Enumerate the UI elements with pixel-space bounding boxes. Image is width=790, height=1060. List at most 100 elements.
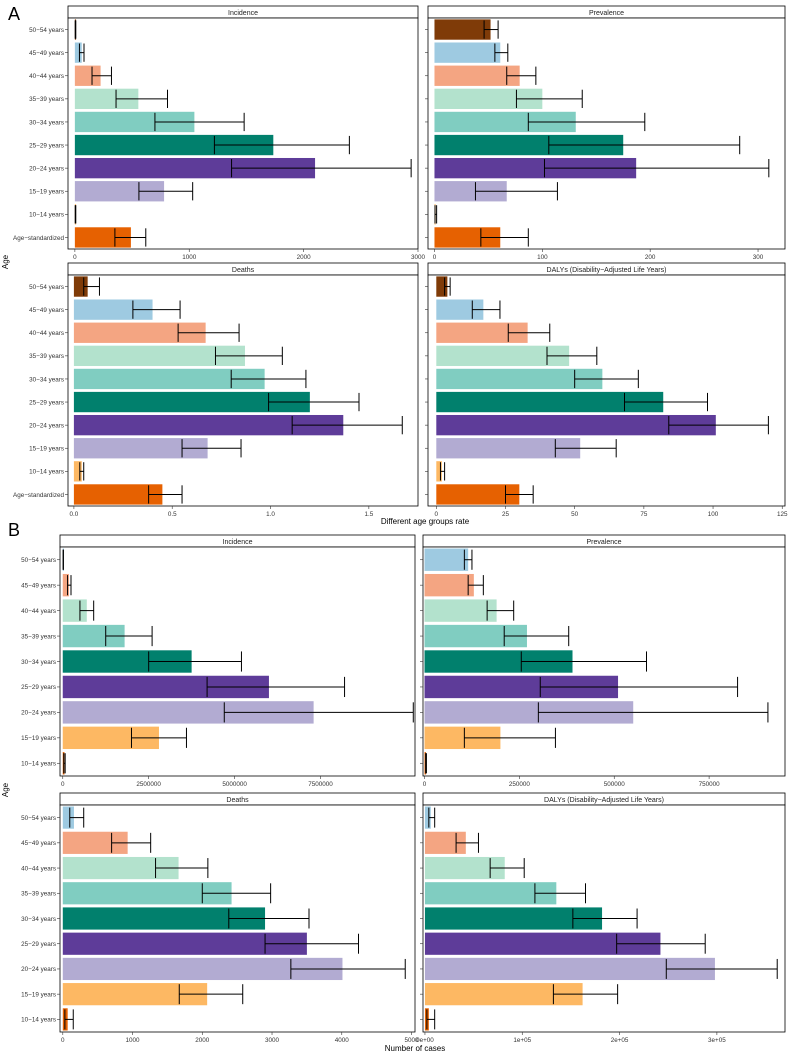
y-tick-label: 40−44 years bbox=[21, 865, 56, 872]
bar-20-24-years bbox=[74, 157, 316, 179]
x-tick-label: 1.5 bbox=[364, 511, 373, 518]
bar-20-24-years bbox=[73, 414, 344, 436]
y-tick-label: 20−24 years bbox=[29, 165, 64, 172]
y-tick-label: 15−19 years bbox=[21, 735, 56, 742]
x-tick-label: 0 bbox=[435, 511, 439, 518]
bar-age-standardized bbox=[436, 484, 520, 505]
x-tick-label: 1000 bbox=[126, 1037, 141, 1044]
y-tick-label: 35−39 years bbox=[29, 96, 64, 103]
bar-35-39-years bbox=[62, 882, 232, 905]
bar-age-standardized bbox=[74, 227, 131, 248]
y-tick-label: 30−34 years bbox=[21, 659, 56, 666]
x-tick-label: 2e+05 bbox=[611, 1037, 629, 1044]
bar-40-44-years bbox=[62, 856, 179, 880]
chart-b-deaths: Deaths 50−54 years 45−49 years 40−44 years 3… bbox=[21, 792, 419, 1044]
bar-40-44-years bbox=[74, 65, 101, 86]
bar-25-29-years bbox=[424, 932, 661, 955]
bar-10-14-years bbox=[436, 461, 442, 482]
chart-b-prevalence: Prevalence 0 250000 500000 750000 bbox=[420, 534, 786, 788]
panel-b-ylabel: Age bbox=[1, 782, 10, 797]
bar-45-49-years bbox=[424, 573, 474, 597]
bar-15-19-years bbox=[436, 438, 581, 459]
y-tick-label: 40−44 years bbox=[29, 330, 64, 337]
panel-box bbox=[427, 274, 786, 507]
bar-age-standardized bbox=[434, 227, 501, 248]
y-tick-label: 50−54 years bbox=[29, 27, 64, 34]
x-tick-label: 0.5 bbox=[168, 511, 177, 518]
bar-35-39-years bbox=[424, 624, 527, 648]
bar-10-14-years bbox=[73, 461, 82, 482]
y-tick-label: 30−34 years bbox=[21, 916, 56, 923]
bar-30-34-years bbox=[424, 907, 603, 930]
panel-a-xlabel: Different age groups rate bbox=[381, 517, 470, 526]
bar-25-29-years bbox=[62, 675, 269, 699]
bar-40-44-years bbox=[436, 322, 528, 343]
y-tick-label: Age−standardized bbox=[13, 235, 64, 242]
bar-30-34-years bbox=[62, 650, 192, 673]
bar-25-29-years bbox=[62, 932, 307, 955]
y-tick-label: 35−39 years bbox=[21, 891, 56, 898]
bar-35-39-years bbox=[74, 88, 139, 110]
bar-35-39-years bbox=[436, 345, 570, 367]
bar-20-24-years bbox=[424, 701, 634, 724]
y-tick-label: 40−44 years bbox=[21, 608, 56, 615]
x-tick-label: 2000 bbox=[195, 1037, 210, 1044]
bar-30-34-years bbox=[74, 111, 195, 133]
y-tick-label: 50−54 years bbox=[21, 557, 56, 564]
y-tick-label: Age−standardized bbox=[13, 492, 64, 499]
bar-30-34-years bbox=[73, 368, 265, 390]
facet-title: Prevalence bbox=[586, 539, 621, 546]
plot-area: Incidence 50−54 years 45−49 years 40−44 yea… bbox=[13, 5, 788, 1044]
bar-15-19-years bbox=[424, 726, 501, 750]
bar-age-standardized bbox=[73, 484, 163, 505]
panel-box bbox=[67, 17, 419, 250]
bar-45-49-years bbox=[62, 573, 69, 597]
x-tick-label: 3000 bbox=[411, 254, 426, 261]
x-tick-label: 3e+05 bbox=[708, 1037, 726, 1044]
x-tick-label: 2500000 bbox=[136, 781, 161, 788]
chart-a-prevalence: Prevalence 0 100 200 300 bbox=[425, 5, 786, 261]
x-tick-label: 4000 bbox=[335, 1037, 350, 1044]
y-tick-label: 35−39 years bbox=[21, 633, 56, 640]
bar-20-24-years bbox=[62, 701, 314, 724]
x-tick-label: 5000000 bbox=[222, 781, 247, 788]
chart-a-dalys-disability-adj: DALYs (Disability−Adjusted Life Years) 0 2… bbox=[425, 262, 788, 518]
bar-40-44-years bbox=[434, 65, 520, 86]
bar-35-39-years bbox=[424, 882, 557, 905]
y-tick-label: 10−14 years bbox=[21, 761, 56, 768]
panel-a-ylabel: Age bbox=[1, 254, 10, 269]
bar-15-19-years bbox=[62, 726, 159, 750]
bar-30-34-years bbox=[424, 650, 573, 673]
bar-15-19-years bbox=[74, 181, 165, 202]
bar-30-34-years bbox=[436, 368, 603, 390]
facet-title: DALYs (Disability−Adjusted Life Years) bbox=[547, 267, 667, 274]
bar-15-19-years bbox=[73, 438, 208, 459]
bar-50-54-years bbox=[62, 806, 74, 829]
bar-40-44-years bbox=[73, 322, 206, 343]
y-tick-label: 15−19 years bbox=[29, 189, 64, 196]
bar-25-29-years bbox=[434, 134, 624, 156]
bar-20-24-years bbox=[424, 957, 715, 981]
y-tick-label: 30−34 years bbox=[29, 119, 64, 126]
x-tick-label: 100 bbox=[708, 511, 719, 518]
y-tick-label: 10−14 years bbox=[29, 469, 64, 476]
x-tick-label: 0 bbox=[73, 254, 77, 261]
facet-title: Incidence bbox=[228, 10, 258, 17]
bar-45-49-years bbox=[434, 42, 501, 63]
y-tick-label: 20−24 years bbox=[29, 422, 64, 429]
x-tick-label: 0 bbox=[433, 254, 437, 261]
x-tick-label: 100 bbox=[537, 254, 548, 261]
y-tick-label: 40−44 years bbox=[29, 73, 64, 80]
bar-15-19-years bbox=[62, 983, 208, 1006]
facet-title: Prevalence bbox=[589, 10, 624, 17]
chart-a-incidence: Incidence 50−54 years 45−49 years 40−44 yea… bbox=[13, 5, 426, 261]
bar-20-24-years bbox=[62, 957, 343, 981]
x-tick-label: 1000 bbox=[182, 254, 197, 261]
x-tick-label: 0 bbox=[423, 781, 427, 788]
y-tick-label: 10−14 years bbox=[21, 1017, 56, 1024]
bar-45-49-years bbox=[74, 42, 82, 63]
x-tick-label: 2000 bbox=[297, 254, 312, 261]
x-tick-label: 0e+00 bbox=[416, 1037, 434, 1044]
